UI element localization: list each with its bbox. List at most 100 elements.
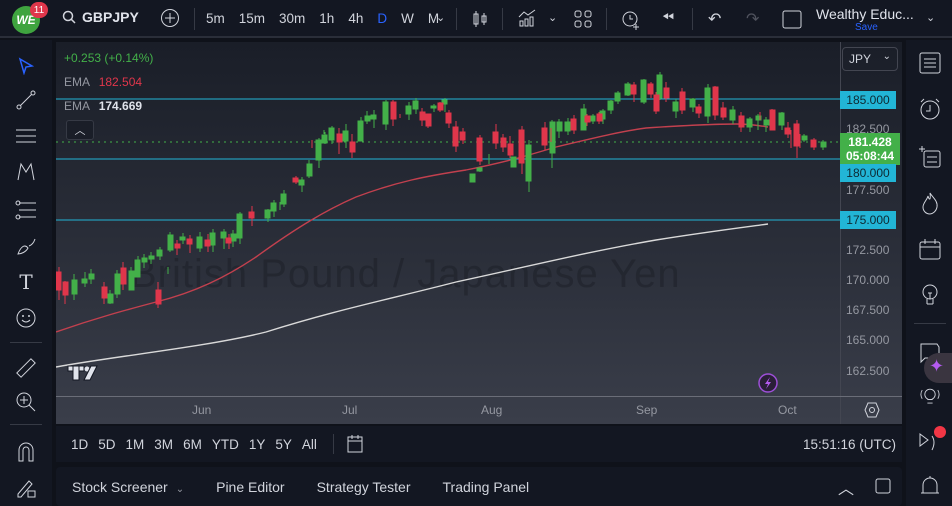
settings-icon[interactable] xyxy=(864,402,880,418)
range-6m[interactable]: 6M xyxy=(183,437,202,452)
tradingview-logo[interactable] xyxy=(67,365,98,381)
range-1m[interactable]: 1M xyxy=(125,437,145,452)
lightning-icon[interactable] xyxy=(758,373,778,393)
chevron-down-icon[interactable]: ⌄ xyxy=(548,12,558,24)
symbol-search[interactable]: GBPJPY xyxy=(62,9,139,25)
ema-label: EMA xyxy=(64,75,90,89)
chart-pane[interactable] xyxy=(56,42,902,424)
layouts-icon[interactable] xyxy=(574,10,592,28)
redo-icon[interactable]: ↷ xyxy=(746,11,760,28)
interval-1h[interactable]: 1h xyxy=(319,11,335,26)
interval-m[interactable]: M xyxy=(427,11,440,26)
pattern-tool[interactable] xyxy=(14,160,38,184)
interval-4h[interactable]: 4h xyxy=(348,11,364,26)
add-symbol-icon[interactable] xyxy=(160,8,180,28)
measure-tool[interactable] xyxy=(14,356,38,380)
lock-drawings-tool[interactable] xyxy=(14,476,38,500)
interval-list: 5m 15m 30m 1h 4h D W M xyxy=(206,11,439,26)
price-chart[interactable] xyxy=(56,42,840,398)
range-all[interactable]: All xyxy=(301,437,317,452)
candle-type-icon[interactable] xyxy=(472,10,488,28)
divider xyxy=(502,8,503,30)
right-sidebar: ✦ xyxy=(906,40,952,506)
save-button[interactable]: Save xyxy=(855,22,878,33)
level-label-185[interactable]: 185.000 xyxy=(840,91,896,109)
symbol-name: GBPJPY xyxy=(82,9,139,25)
ema-slow-line xyxy=(56,223,769,368)
level-label-175[interactable]: 175.000 xyxy=(840,211,896,229)
divider xyxy=(606,8,607,30)
range-1d[interactable]: 1D xyxy=(71,437,89,452)
tab-stock-screener[interactable]: Stock Screener ⌄ xyxy=(72,479,185,495)
x-tick: Sep xyxy=(636,403,658,417)
chevron-down-icon: ⌄ xyxy=(882,51,891,62)
ema-fast-legend[interactable]: EMA 182.504 xyxy=(64,75,142,89)
ideas-button[interactable] xyxy=(917,282,943,308)
currency-dropdown[interactable]: JPY ⌄ xyxy=(842,47,898,71)
streams-button[interactable] xyxy=(917,384,943,410)
tab-pine-editor[interactable]: Pine Editor xyxy=(216,479,285,495)
collapse-legend-button[interactable]: ︿ xyxy=(66,120,94,140)
range-3m[interactable]: 3M xyxy=(154,437,174,452)
undo-icon[interactable]: ↶ xyxy=(708,11,722,28)
interval-15m[interactable]: 15m xyxy=(238,11,266,26)
utc-clock[interactable]: 15:51:16 (UTC) xyxy=(802,437,896,452)
alert-icon[interactable] xyxy=(620,8,642,30)
indicators-icon[interactable] xyxy=(518,9,536,27)
bell-icon xyxy=(921,476,939,494)
chevron-down-icon[interactable]: ⌄ xyxy=(926,12,936,24)
play-signal-icon xyxy=(919,433,935,451)
pencil-lock-icon xyxy=(17,480,36,498)
smiley-icon xyxy=(16,308,36,328)
zoom-tool[interactable] xyxy=(14,390,38,414)
fullscreen-layout-icon[interactable] xyxy=(782,10,802,29)
object-tree-button[interactable] xyxy=(917,144,943,170)
horizontal-lines-tool[interactable] xyxy=(14,124,38,148)
emoji-tool[interactable] xyxy=(14,306,38,330)
watchlist-icon xyxy=(919,52,941,74)
goto-date-icon[interactable] xyxy=(346,434,364,454)
y-tick: 177.500 xyxy=(846,183,890,197)
magnet-tool[interactable] xyxy=(14,440,38,464)
ema-slow-legend[interactable]: EMA 174.669 xyxy=(64,99,142,113)
text-icon: T xyxy=(19,270,33,294)
tab-trading-panel[interactable]: Trading Panel xyxy=(442,479,530,495)
ema-fast-value: 182.504 xyxy=(98,75,143,89)
text-tool[interactable]: T xyxy=(14,270,38,294)
interval-30m[interactable]: 30m xyxy=(279,11,306,26)
range-toolbar: 1D 5D 1M 3M 6M YTD 1Y 5Y All 15:51:16 (U… xyxy=(56,426,902,462)
ema-slow-value: 174.669 xyxy=(98,99,143,113)
fib-tool[interactable] xyxy=(14,198,38,222)
y-tick: 167.500 xyxy=(846,303,890,317)
screener-play-button[interactable] xyxy=(917,428,943,454)
chevron-up-icon[interactable]: ︿ xyxy=(838,481,855,498)
replay-icon[interactable]: ⏪︎ xyxy=(662,9,675,26)
watchlist-button[interactable] xyxy=(917,50,943,76)
range-1y[interactable]: 1Y xyxy=(248,437,266,452)
ai-assistant-button[interactable]: ✦ xyxy=(924,353,952,383)
cursor-tool[interactable] xyxy=(14,54,38,78)
notifications-button[interactable] xyxy=(917,474,943,500)
hotlists-button[interactable] xyxy=(917,190,943,216)
brush-tool[interactable] xyxy=(14,234,38,258)
range-5d[interactable]: 5D xyxy=(98,437,116,452)
range-5y[interactable]: 5Y xyxy=(275,437,292,452)
ruler-icon xyxy=(16,358,36,378)
chevron-down-icon[interactable]: ⌄ xyxy=(436,12,446,24)
price-change: +0.253 (+0.14%) xyxy=(64,51,154,65)
interval-5m[interactable]: 5m xyxy=(206,11,225,26)
range-ytd[interactable]: YTD xyxy=(211,437,239,452)
level-label-180[interactable]: 180.000 xyxy=(840,164,896,182)
calendar-button[interactable] xyxy=(917,236,943,262)
layout-name[interactable]: Wealthy Educ... xyxy=(816,6,914,22)
divider xyxy=(333,434,334,454)
trend-line-tool[interactable] xyxy=(14,88,38,112)
price-axis-border xyxy=(840,42,841,424)
interval-d[interactable]: D xyxy=(377,11,388,26)
maximize-panel-icon[interactable] xyxy=(874,477,892,495)
interval-w[interactable]: W xyxy=(401,11,414,26)
alerts-button[interactable] xyxy=(917,96,943,122)
tab-strategy-tester[interactable]: Strategy Tester xyxy=(316,479,411,495)
chevron-down-icon[interactable]: ⌄ xyxy=(175,484,185,495)
magnet-icon xyxy=(18,442,34,462)
